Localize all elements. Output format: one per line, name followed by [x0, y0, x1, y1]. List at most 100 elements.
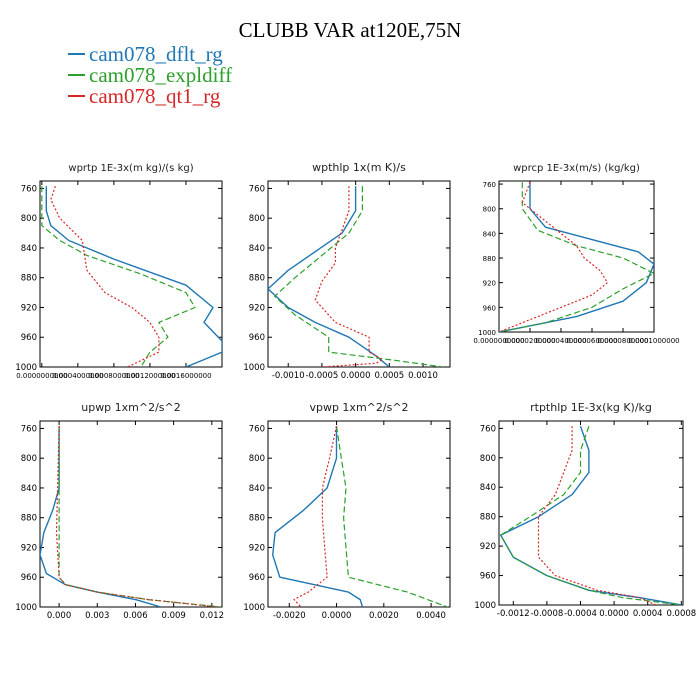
- y-tick-label: 760: [21, 184, 37, 194]
- x-tick-label: 0.0001000000: [628, 337, 679, 345]
- y-tick-label: 800: [483, 206, 496, 214]
- y-tick-label: 920: [21, 303, 37, 313]
- y-tick-label: 1000: [478, 329, 496, 337]
- y-tick-label: 960: [249, 573, 265, 583]
- y-tick-label: 880: [21, 274, 37, 284]
- x-tick-label: -0.0012: [497, 609, 530, 619]
- y-tick-label: 880: [483, 255, 496, 263]
- series-line-cam078_dflt_rg: [268, 186, 390, 367]
- subplot-title: vpwp 1xm^2/s^2: [309, 401, 408, 414]
- y-tick-label: 920: [480, 542, 496, 552]
- subplot-title: upwp 1xm^2/s^2: [81, 401, 181, 414]
- subplot: upwp 1xm^2/s^2 760 800 840 880 920 960 1000 0.00…: [15, 401, 224, 621]
- subplot: wprtp 1E-3x(m kg)/(s kg) 760 800 840 880 920 9…: [15, 163, 223, 380]
- subplot: rtpthlp 1E-3x(kg K)/kg 760 800 840 880 920 960…: [474, 401, 696, 619]
- subplot: wpthlp 1x(m K)/s 760 800 840 880 920 960 1000 -0…: [243, 161, 451, 381]
- x-tick-label: 0.0000000000: [16, 372, 67, 380]
- legend-label: cam078_dflt_rg: [89, 42, 223, 66]
- x-tick-label: 0.0000800000: [597, 337, 648, 345]
- y-tick-label: 920: [483, 280, 496, 288]
- legend-swatch: [68, 53, 85, 56]
- x-tick-label: 0.0000400000: [535, 337, 586, 345]
- series-line-cam078_dflt_rg: [499, 182, 654, 332]
- y-tick-label: 840: [483, 230, 496, 238]
- y-tick-label: 1000: [15, 603, 37, 613]
- series-line-cam078_qt1_rg: [55, 426, 219, 607]
- legend-swatch: [68, 74, 85, 77]
- subplot: wprcp 1E-3x(m/s) (kg/kg) 760 800 840 880 920 9…: [473, 163, 679, 345]
- y-tick-label: 840: [480, 483, 496, 493]
- y-tick-label: 840: [249, 244, 265, 254]
- x-tick-label: 0.0000: [599, 609, 629, 619]
- subplot-title: rtpthlp 1E-3x(kg K)/kg: [530, 401, 652, 414]
- x-tick-label: 0.0008000000: [88, 372, 139, 380]
- series-line-cam078_dflt_rg: [40, 426, 162, 607]
- y-tick-label: 880: [249, 514, 265, 524]
- legend-label: cam078_qt1_rg: [89, 84, 221, 108]
- subplot-title: wprcp 1E-3x(m/s) (kg/kg): [513, 163, 640, 174]
- plot-frame: [267, 420, 451, 608]
- series-line-cam078_expldiff: [41, 186, 196, 367]
- y-tick-label: 840: [21, 484, 37, 494]
- y-tick-label: 760: [21, 424, 37, 434]
- plot-frame: [267, 180, 451, 368]
- y-tick-label: 1000: [243, 603, 265, 613]
- x-tick-label: -0.0020: [273, 611, 306, 621]
- subplot-title: wprtp 1E-3x(m kg)/(s kg): [68, 163, 193, 174]
- x-tick-label: 0.000: [47, 611, 71, 621]
- x-tick-label: 0.0000600000: [566, 337, 617, 345]
- y-tick-label: 800: [480, 454, 496, 464]
- series-line-cam078_expldiff: [274, 186, 444, 367]
- y-tick-label: 960: [249, 333, 265, 343]
- y-tick-label: 880: [249, 274, 265, 284]
- x-tick-label: 0.0005: [374, 371, 404, 381]
- series-line-cam078_qt1_rg: [537, 426, 657, 605]
- y-tick-label: 760: [249, 424, 265, 434]
- plot-frame: [498, 420, 684, 606]
- x-tick-label: 0.0000000000: [473, 337, 524, 345]
- x-tick-label: 0.0016000000: [160, 372, 211, 380]
- series-line-cam078_dflt_rg: [272, 426, 364, 607]
- legend-item: cam078_dflt_rg: [68, 44, 232, 65]
- series-line-cam078_expldiff: [335, 426, 448, 607]
- x-tick-label: 0.006: [123, 611, 147, 621]
- x-tick-label: 0.009: [161, 611, 185, 621]
- y-tick-label: 920: [21, 543, 37, 553]
- x-tick-label: -0.0008: [530, 609, 563, 619]
- x-tick-label: -0.0005: [306, 371, 339, 381]
- x-tick-label: 0.0010: [408, 371, 438, 381]
- y-tick-label: 960: [480, 572, 496, 582]
- y-tick-label: 800: [21, 214, 37, 224]
- plot-frame: [498, 180, 655, 333]
- y-tick-label: 1000: [15, 363, 37, 373]
- y-tick-label: 1000: [474, 601, 496, 611]
- y-tick-label: 760: [480, 424, 496, 434]
- series-line-cam078_qt1_rg: [314, 186, 384, 367]
- y-tick-label: 760: [249, 184, 265, 194]
- y-tick-label: 880: [21, 514, 37, 524]
- x-tick-label: 0.0004000000: [52, 372, 103, 380]
- y-tick-label: 800: [21, 454, 37, 464]
- x-tick-label: 0.003: [85, 611, 109, 621]
- subplot: vpwp 1xm^2/s^2 760 800 840 880 920 960 1000 -0.0…: [243, 401, 451, 621]
- legend: cam078_dflt_rg cam078_expldiff cam078_qt…: [68, 44, 232, 107]
- x-tick-label: 0.0020: [369, 611, 399, 621]
- series-line-cam078_dflt_rg: [500, 425, 682, 605]
- series-line-cam078_expldiff: [499, 182, 654, 332]
- x-tick-label: 0.0000: [322, 611, 352, 621]
- y-tick-label: 880: [480, 513, 496, 523]
- y-tick-label: 840: [21, 244, 37, 254]
- plot-frame: [39, 420, 223, 608]
- x-tick-label: -0.0004: [564, 609, 597, 619]
- series-line-cam078_qt1_rg: [499, 181, 609, 332]
- y-tick-label: 800: [249, 214, 265, 224]
- x-tick-label: 0.0012000000: [124, 372, 175, 380]
- legend-item: cam078_qt1_rg: [68, 86, 232, 107]
- x-tick-label: -0.0010: [272, 371, 305, 381]
- y-tick-label: 960: [21, 333, 37, 343]
- y-tick-label: 800: [249, 454, 265, 464]
- y-tick-label: 920: [249, 543, 265, 553]
- series-line-cam078_qt1_rg: [50, 186, 160, 367]
- x-tick-label: 0.0000: [341, 371, 371, 381]
